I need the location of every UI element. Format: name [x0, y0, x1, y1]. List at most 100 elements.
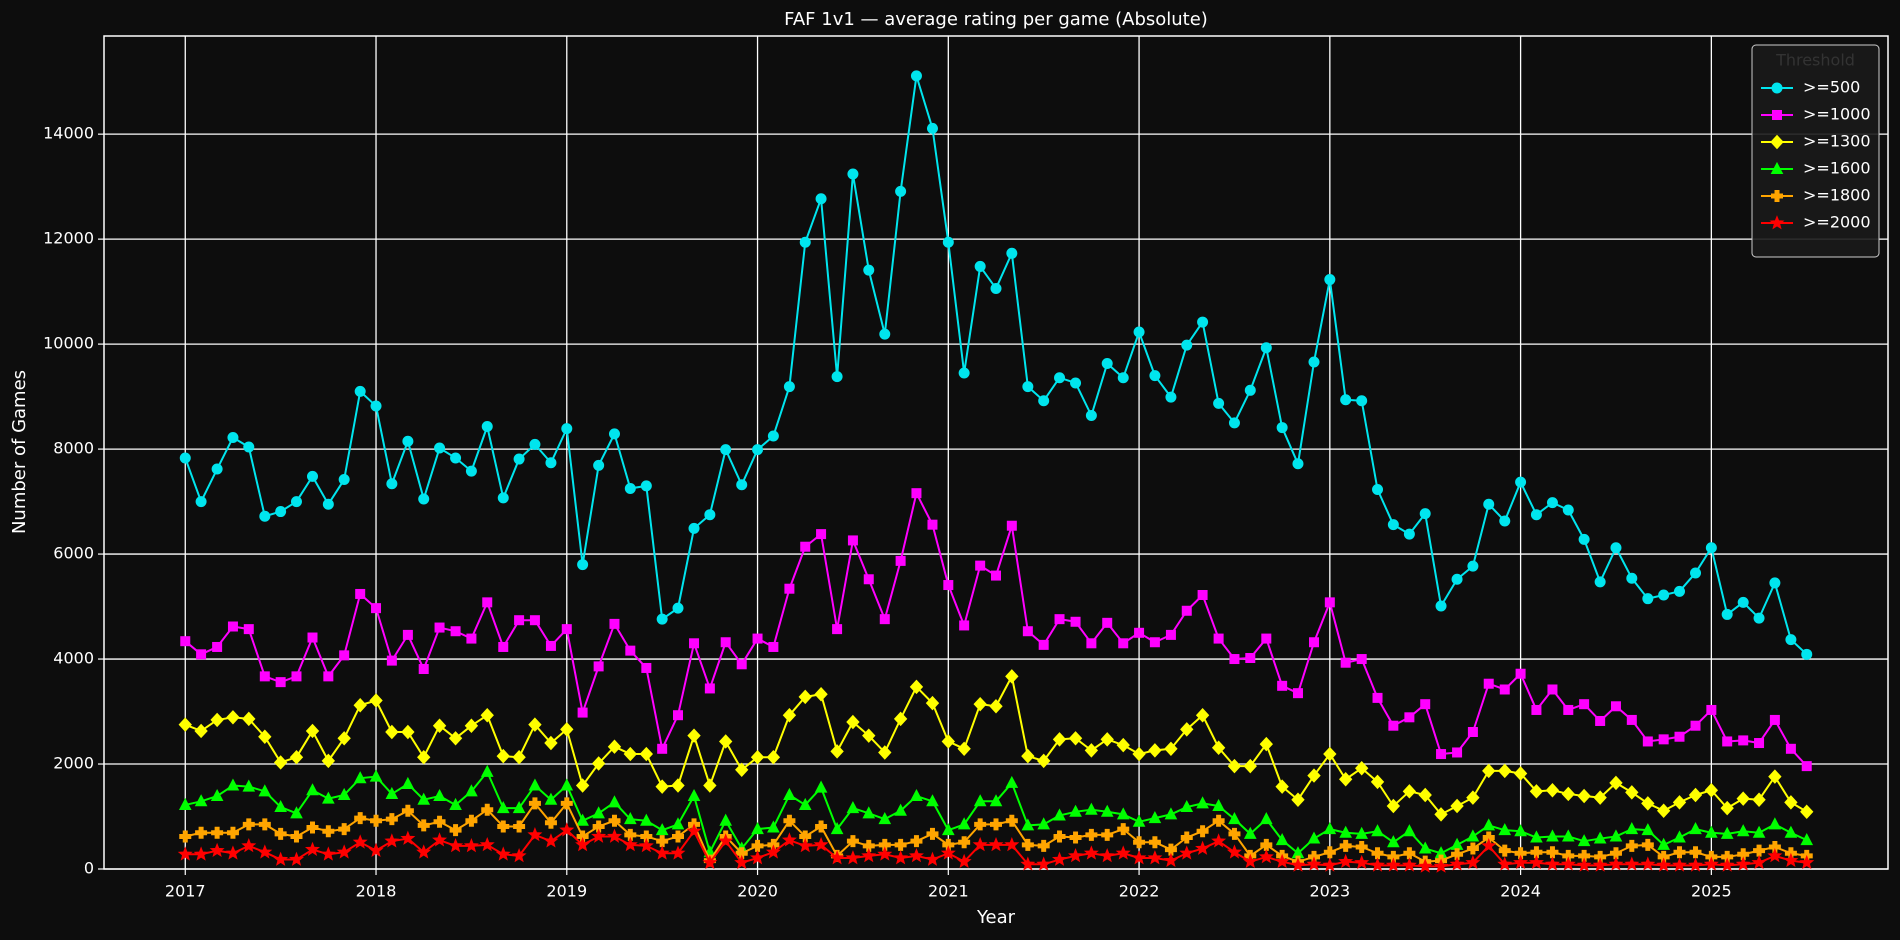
data-point [1419, 508, 1431, 520]
data-point [1054, 372, 1066, 384]
data-point [958, 836, 971, 849]
data-point [608, 428, 620, 440]
data-point [528, 797, 541, 810]
data-point [195, 496, 207, 508]
data-point [1226, 844, 1242, 859]
data-point [1385, 857, 1401, 872]
data-point [990, 282, 1002, 294]
data-point [1356, 654, 1367, 665]
legend-marker [1770, 134, 1784, 150]
data-point [1307, 831, 1321, 844]
data-point [846, 801, 860, 814]
data-point [1291, 792, 1305, 807]
data-point [1721, 608, 1733, 620]
data-point [1466, 842, 1479, 855]
data-point [1211, 740, 1226, 755]
data-point [1482, 818, 1496, 831]
data-point [243, 624, 254, 635]
data-point [1355, 760, 1369, 776]
data-point [783, 787, 796, 800]
data-point [513, 453, 525, 465]
data-point [1592, 857, 1608, 872]
data-point [1466, 829, 1480, 842]
data-point [528, 778, 542, 791]
data-point [784, 583, 795, 594]
data-point [561, 423, 573, 435]
data-point [544, 735, 558, 751]
data-point [1259, 812, 1273, 825]
y-tick-label: 6000 [53, 544, 94, 563]
data-point [1165, 629, 1176, 640]
data-point [497, 820, 510, 833]
data-point [1086, 638, 1097, 649]
data-point [561, 624, 572, 635]
data-point [1561, 786, 1575, 802]
data-point [259, 510, 271, 522]
data-point [434, 442, 446, 454]
data-point [481, 803, 494, 816]
data-point [465, 465, 477, 477]
data-point [514, 615, 525, 626]
data-point [1625, 785, 1639, 800]
data-point [227, 621, 238, 632]
data-point [862, 728, 876, 743]
data-point [497, 492, 509, 504]
data-point [1068, 731, 1083, 746]
y-tick-label: 0 [84, 859, 94, 878]
data-point [1275, 833, 1289, 846]
data-point [1705, 825, 1718, 838]
data-point [227, 432, 239, 444]
data-point [894, 838, 907, 851]
legend-label: >=1300 [1803, 132, 1871, 151]
data-point [529, 615, 540, 626]
legend-marker [1771, 82, 1783, 94]
data-point [496, 748, 510, 764]
data-point [290, 806, 303, 819]
data-point [719, 734, 733, 749]
data-point [1148, 811, 1162, 824]
data-point [641, 662, 652, 673]
data-point [560, 722, 574, 737]
data-point [1800, 804, 1814, 820]
data-point [1243, 758, 1257, 774]
data-point [720, 444, 732, 456]
data-point [1099, 848, 1115, 863]
data-point [1642, 736, 1653, 747]
legend-box [1751, 44, 1880, 258]
data-point [689, 638, 700, 649]
data-point [177, 846, 193, 861]
x-tick-label: 2017 [165, 882, 206, 901]
data-point [1735, 856, 1751, 871]
data-point [401, 724, 415, 740]
data-point [910, 70, 922, 82]
data-point [1641, 838, 1654, 851]
data-point [1021, 748, 1035, 764]
data-point [718, 833, 734, 848]
series [180, 488, 1812, 772]
series [178, 669, 1814, 822]
x-tick-label: 2024 [1500, 882, 1541, 901]
data-point [1656, 857, 1672, 872]
data-point [768, 641, 779, 652]
data-point [242, 711, 256, 727]
data-point [879, 614, 890, 625]
data-point [1084, 743, 1099, 758]
data-point [1243, 826, 1257, 839]
data-point [1705, 542, 1717, 554]
data-point [226, 710, 240, 725]
data-point [1292, 688, 1303, 699]
data-point [592, 820, 605, 833]
data-point [306, 821, 319, 834]
data-point [975, 560, 986, 571]
data-point [1340, 657, 1351, 668]
data-point [927, 519, 938, 530]
data-point [416, 844, 432, 859]
data-point [608, 814, 621, 827]
data-point [1720, 800, 1734, 816]
data-point [1690, 567, 1702, 579]
data-point [799, 236, 811, 248]
data-point [672, 602, 684, 614]
data-point [1131, 850, 1147, 865]
data-point [1561, 829, 1575, 842]
data-point [991, 570, 1001, 581]
